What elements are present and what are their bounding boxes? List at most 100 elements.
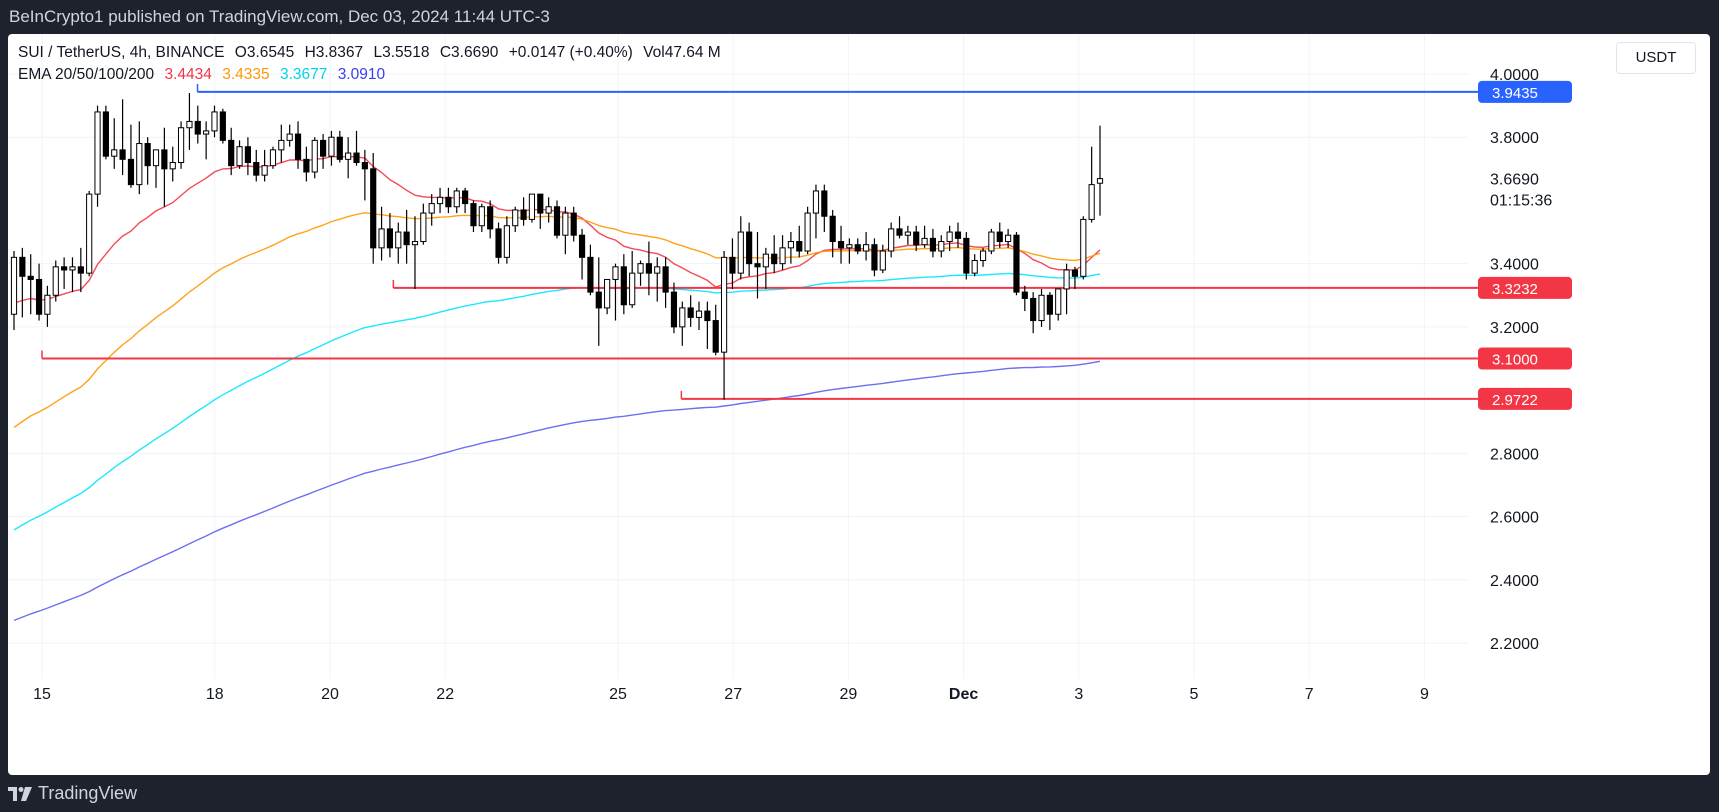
candle — [971, 254, 978, 277]
y-tick-label: 2.4000 — [1490, 573, 1539, 590]
legend-ema-label[interactable]: EMA 20/50/100/200 — [18, 66, 155, 83]
candle — [620, 254, 627, 315]
candle — [27, 254, 34, 315]
x-tick-label: 27 — [724, 686, 742, 703]
candle-body — [737, 231, 744, 274]
candle-body — [61, 266, 68, 271]
candle — [796, 225, 803, 258]
candle-body — [779, 247, 786, 265]
candle-body — [829, 215, 836, 243]
candle — [645, 241, 652, 296]
candle — [604, 278, 611, 315]
candle-body — [177, 127, 185, 164]
x-tick-label: 7 — [1305, 686, 1314, 703]
candle — [553, 200, 561, 239]
candle — [35, 263, 43, 321]
ema100-line — [13, 272, 1101, 531]
candle — [428, 194, 435, 226]
y-tick-label: 3.8000 — [1490, 130, 1539, 147]
candle-body — [336, 136, 343, 160]
legend-symbol[interactable]: SUI / TetherUS, 4h, BINANCE — [18, 44, 225, 61]
candle-body — [1038, 294, 1045, 322]
legend-ema20: 3.4434 — [164, 66, 212, 83]
candle — [595, 257, 602, 346]
level-lines — [41, 83, 1478, 400]
candle-body — [963, 237, 970, 274]
candle — [754, 232, 761, 299]
candle — [913, 225, 920, 252]
candle-body — [253, 162, 260, 176]
candle — [194, 105, 201, 144]
candle — [86, 190, 93, 277]
candle — [737, 216, 744, 280]
candle — [1005, 228, 1012, 248]
candle-body — [294, 133, 302, 160]
candle — [654, 257, 661, 302]
level-pill — [1478, 347, 1572, 370]
candle — [1013, 232, 1020, 296]
candle-body — [871, 244, 878, 271]
candle — [570, 206, 577, 242]
candle-body — [929, 237, 937, 252]
price-pills: 3.9435 3.3232 3.1000 2.9722 3.6690 01:15:36 — [1478, 80, 1572, 410]
candle-body — [854, 244, 861, 252]
x-tick-label: 20 — [321, 686, 339, 703]
currency-button[interactable]: USDT — [1616, 42, 1696, 74]
candle-body — [269, 149, 277, 167]
publish-header: BeInCrypto1 published on TradingView.com… — [0, 0, 1719, 34]
candle-body — [94, 111, 101, 195]
candle-body — [69, 266, 76, 271]
candle-body — [863, 244, 870, 252]
countdown-label: 01:15:36 — [1490, 193, 1552, 210]
candle-body — [186, 120, 193, 129]
chart-canvas[interactable]: 4.0000 3.8000 3.4000 3.2000 2.8000 2.6000 2.40… — [8, 34, 1710, 775]
candle-body — [545, 206, 552, 214]
candle-body — [938, 241, 945, 252]
candle — [69, 257, 76, 293]
candle — [854, 238, 861, 255]
candle-body — [645, 263, 652, 274]
candle — [219, 108, 226, 144]
candle — [294, 121, 302, 169]
candle — [10, 251, 18, 331]
candle — [1038, 288, 1045, 327]
candle-body — [1071, 269, 1079, 277]
candle-body — [303, 158, 310, 173]
candle — [269, 146, 277, 169]
candle-body — [1088, 184, 1095, 220]
candle — [411, 216, 419, 289]
candle — [136, 121, 143, 195]
candle — [395, 222, 402, 264]
candle-body — [445, 196, 452, 208]
candle — [1096, 125, 1104, 216]
candle-body — [971, 259, 978, 274]
candle-body — [428, 203, 435, 214]
candle — [94, 105, 101, 207]
candle — [871, 238, 878, 277]
candle-body — [888, 228, 895, 252]
candle-body — [420, 212, 427, 243]
candle — [946, 225, 953, 252]
candle — [954, 222, 962, 248]
candle — [386, 213, 394, 258]
candle-body — [1080, 218, 1087, 277]
grid-lines — [8, 34, 1468, 679]
candle — [804, 206, 811, 255]
candle-body — [662, 266, 669, 293]
tradingview-logo[interactable]: TradingView — [8, 783, 137, 804]
candle — [144, 137, 151, 185]
candle-body — [261, 165, 268, 176]
ema200-line — [13, 360, 1101, 622]
candle — [837, 225, 845, 264]
candle — [320, 134, 327, 169]
candle — [378, 206, 385, 261]
candle-body — [119, 149, 126, 160]
candle — [829, 209, 836, 258]
candle-body — [821, 190, 828, 217]
candle-body — [712, 320, 719, 353]
candle — [61, 257, 68, 289]
candle-body — [278, 139, 285, 151]
y-tick-label: 3.2000 — [1490, 320, 1539, 337]
candle — [720, 251, 728, 400]
candle-body — [704, 310, 711, 322]
